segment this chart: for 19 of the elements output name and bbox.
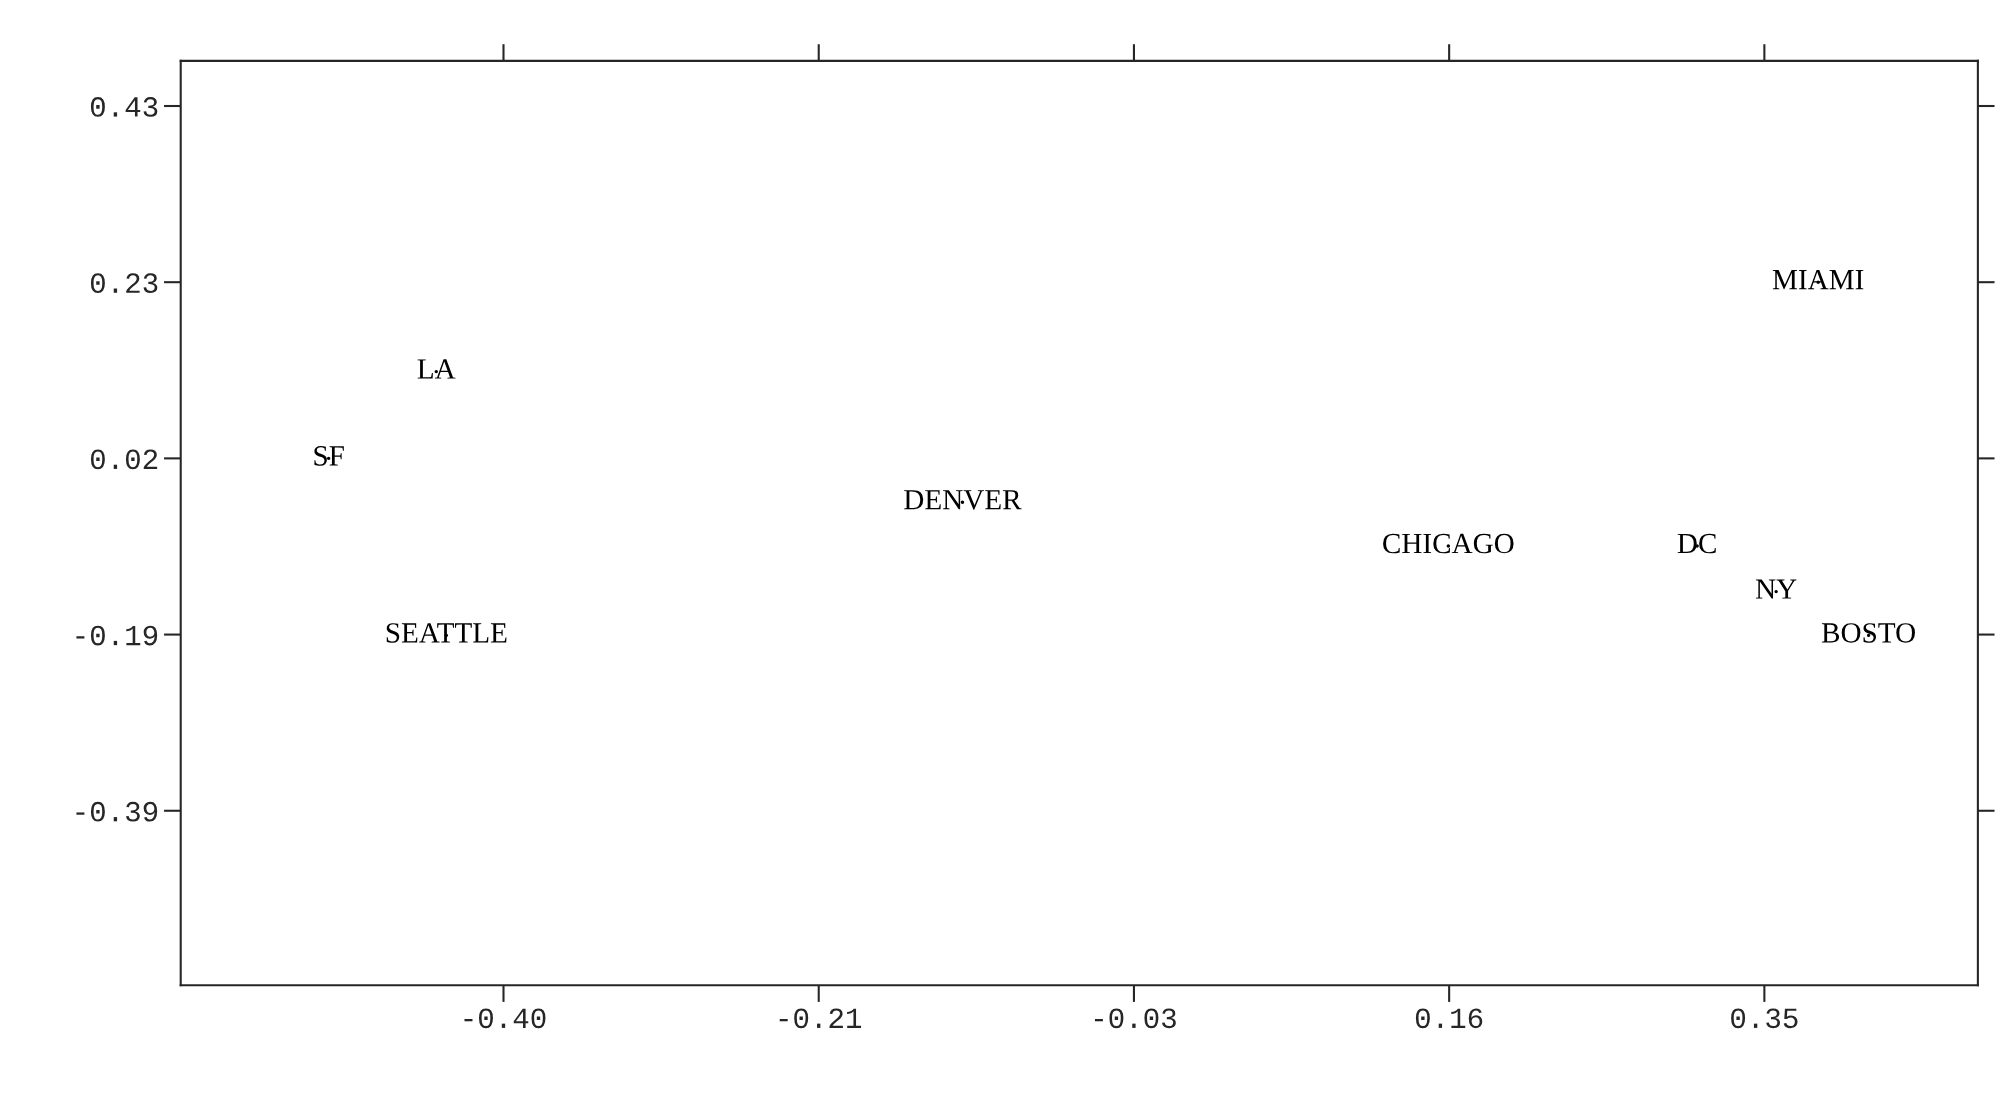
x-tick-label: 0.35: [1731, 1008, 1798, 1029]
data-label: SEATTLE: [386, 623, 507, 643]
data-label: DC: [1677, 533, 1716, 554]
data-label: SF: [314, 446, 344, 466]
y-tick-label: -0.19: [76, 625, 158, 646]
x-tick-label: -0.03: [1094, 1008, 1176, 1029]
data-label: MIAMI: [1772, 269, 1864, 290]
data-label: CHICAGO: [1383, 533, 1514, 554]
x-tick-label: -0.40: [464, 1008, 546, 1029]
y-tick-label: 0.43: [90, 97, 158, 117]
y-tick-label: -0.39: [76, 801, 158, 822]
data-label: LA: [417, 359, 456, 379]
x-tick-label: 0.16: [1415, 1008, 1483, 1029]
y-tick-label: 0.02: [90, 449, 158, 470]
y-tick-label: 0.23: [90, 273, 158, 294]
data-label: DENVER: [904, 490, 1022, 510]
x-tick-label: -0.21: [779, 1008, 862, 1029]
data-label: BOSTO: [1821, 623, 1915, 643]
data-label: NY: [1755, 579, 1797, 599]
